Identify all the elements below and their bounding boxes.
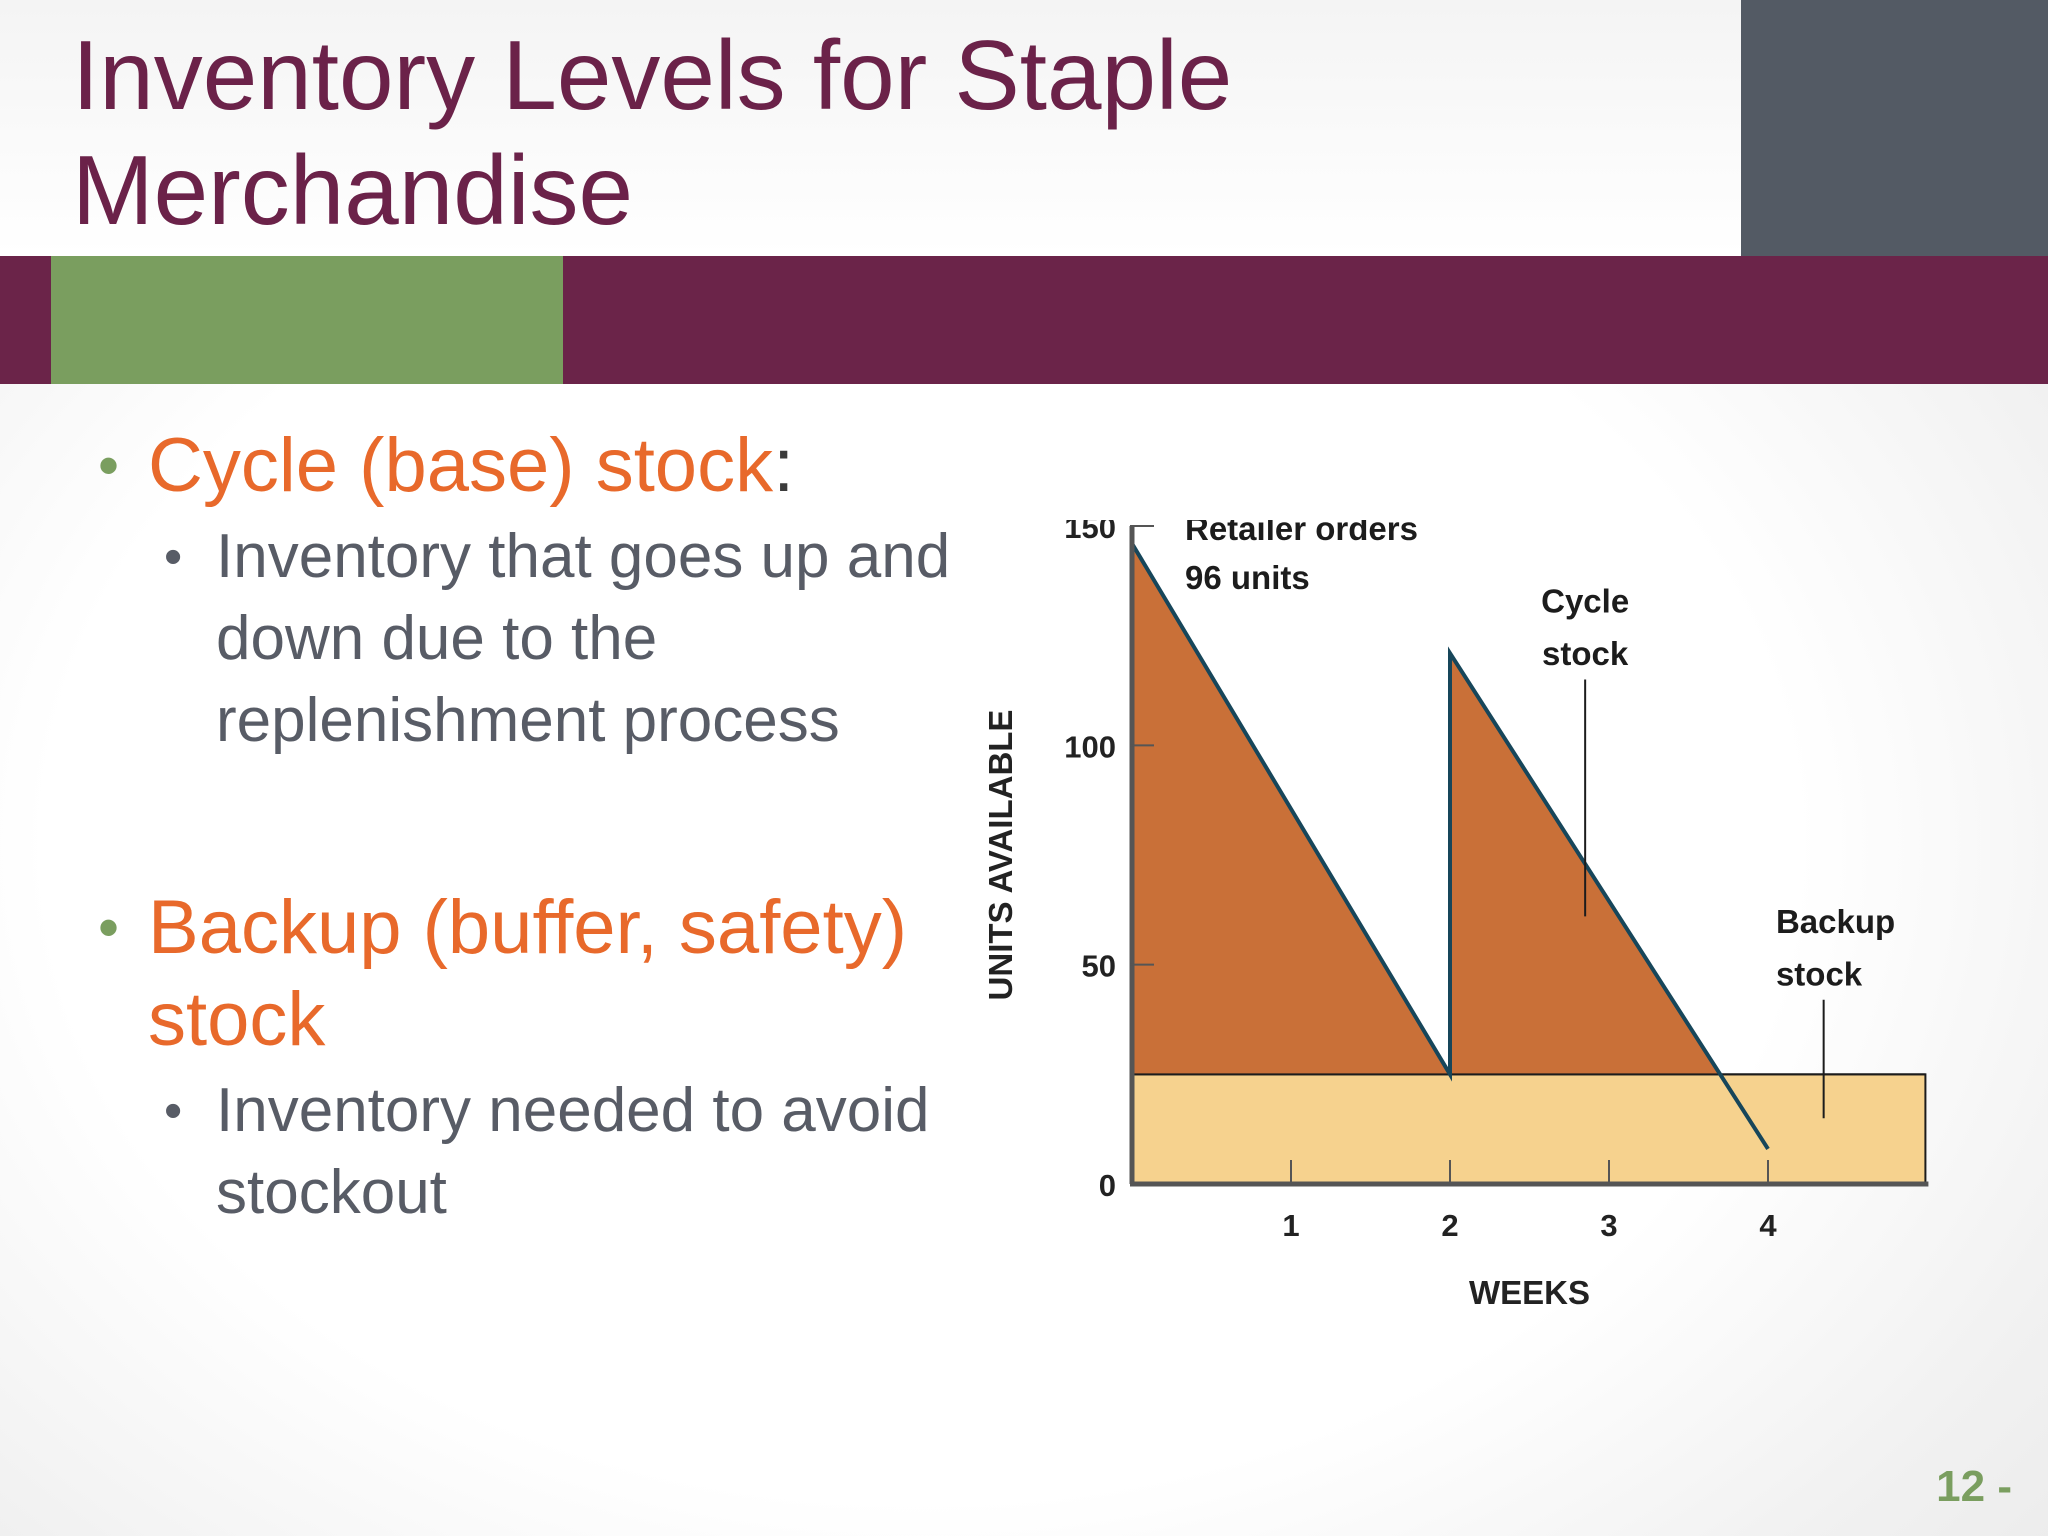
y-axis-label: UNITS AVAILABLE [982, 710, 1019, 1001]
title-bar [0, 0, 1741, 256]
sub-bullet-backup-stock: • Inventory needed to avoid stockout [92, 1070, 952, 1234]
corner-block [1741, 0, 2048, 256]
bullet-list: • Cycle (base) stock: • Inventory that goe… [92, 420, 952, 1234]
annotation-backup-stock: stock [1776, 955, 1863, 992]
accent-band-green [51, 256, 563, 384]
sub-bullet-text: Inventory needed to avoid stockout [216, 1076, 930, 1227]
y-tick-label: 50 [1082, 949, 1116, 984]
backup-stock-area [1131, 1073, 1927, 1185]
sub-bullet-icon: • [164, 1082, 183, 1140]
bullet-heading: Cycle (base) stock [148, 423, 774, 508]
inventory-chart: 0 50 100 150 1 2 3 4 WEEKS UNITS AVAILABLE Retaile… [975, 510, 1945, 1320]
y-tick-label: 0 [1099, 1168, 1116, 1203]
slide-title: Inventory Levels for Staple Merchandise [72, 20, 1233, 245]
y-tick-label: 100 [1064, 729, 1116, 764]
sub-bullet-cycle-stock: • Inventory that goes up and down due to … [92, 516, 952, 762]
inventory-level-line [1130, 542, 1770, 1150]
chart-svg: 0 50 100 150 1 2 3 4 WEEKS UNITS AVAILABLE Retaile… [982, 510, 1929, 1311]
bullet-icon: • [98, 894, 120, 961]
y-tick-label: 150 [1064, 520, 1116, 545]
annotation-backup: Backup [1776, 903, 1895, 940]
x-tick-label: 2 [1441, 1208, 1458, 1243]
bullet-heading: Backup (buffer, safety) stock [148, 885, 907, 1062]
bullet-icon: • [98, 432, 120, 499]
x-tick-label: 4 [1759, 1208, 1777, 1243]
annotation-cycle-stock: stock [1542, 635, 1629, 672]
annotation-retailer-orders: Retailer orders [1185, 520, 1418, 547]
bullet-backup-stock: • Backup (buffer, safety) stock [92, 882, 952, 1066]
annotation-96-units: 96 units [1185, 559, 1310, 596]
bullet-colon: : [773, 423, 795, 508]
sub-bullet-icon: • [164, 528, 183, 586]
x-tick-label: 3 [1600, 1208, 1617, 1243]
sub-bullet-text: Inventory that goes up and down due to t… [216, 522, 951, 755]
bullet-cycle-stock: • Cycle (base) stock: [92, 420, 952, 512]
x-axis-label: WEEKS [1469, 1274, 1590, 1311]
x-tick-label: 1 [1282, 1208, 1299, 1243]
page-number: 12 - [1936, 1462, 2012, 1511]
annotation-cycle: Cycle [1541, 583, 1629, 620]
